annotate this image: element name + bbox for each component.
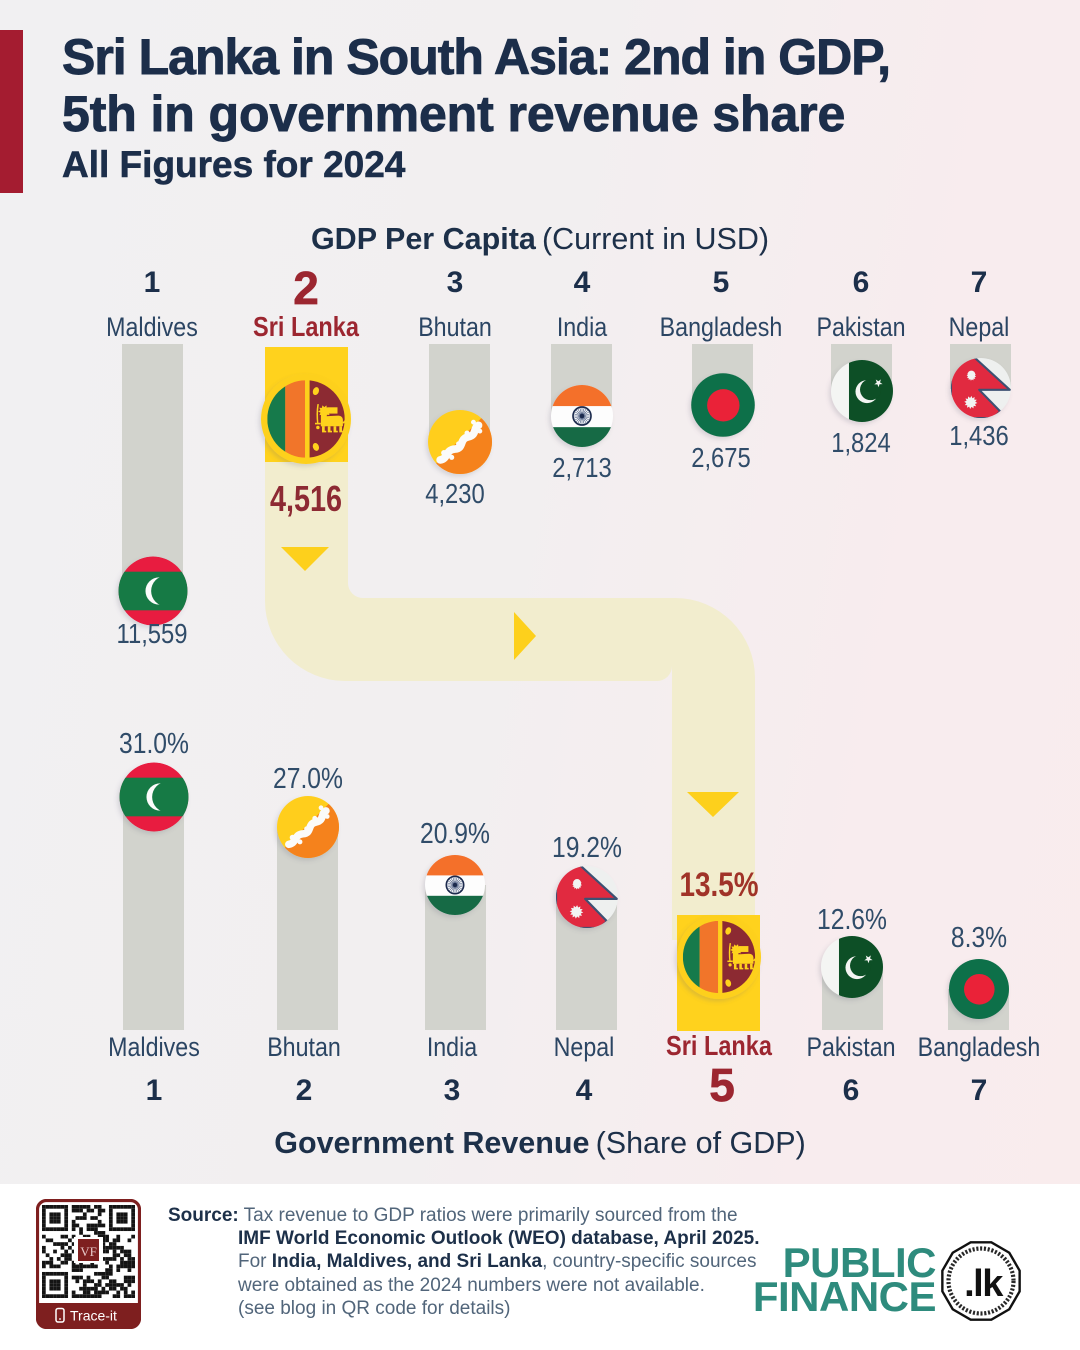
svg-text:.lk: .lk bbox=[964, 1263, 1004, 1305]
svg-text:Trace-it: Trace-it bbox=[70, 1308, 117, 1324]
svg-text:VF: VF bbox=[80, 1244, 97, 1259]
